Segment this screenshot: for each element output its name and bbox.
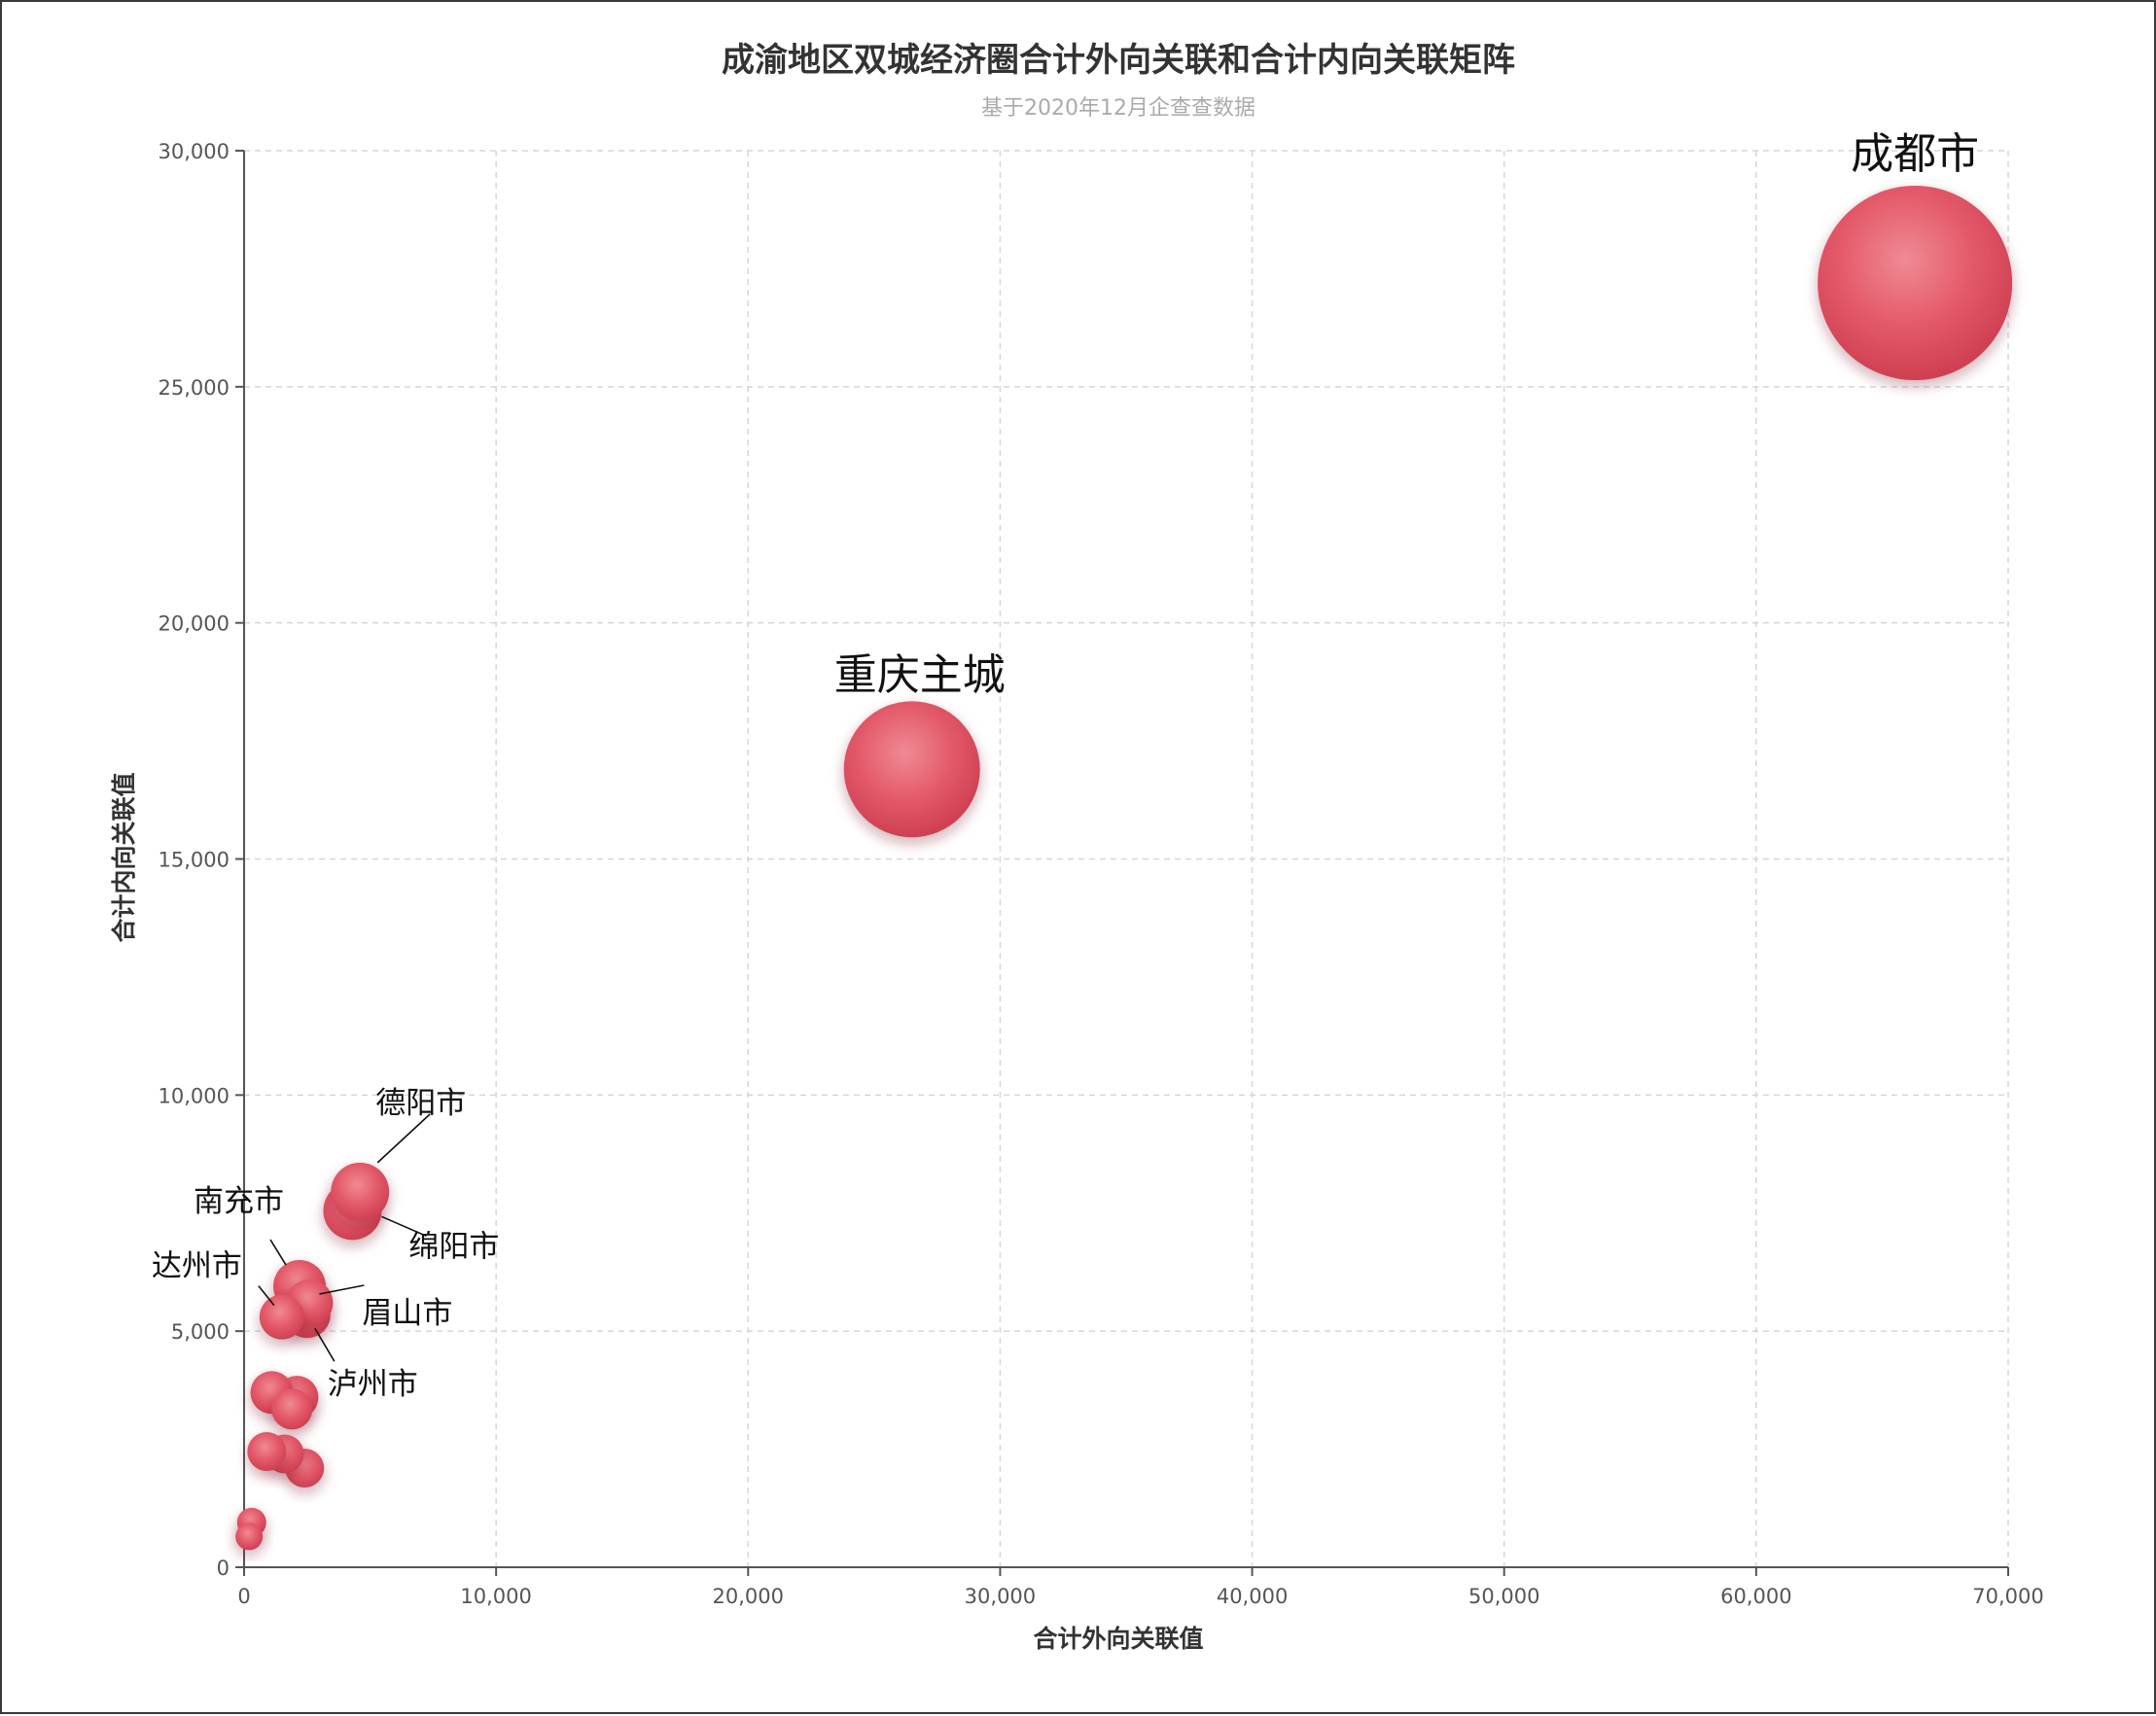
tick-labels: 0 10,000 20,000 30,000 40,000 50,000 60,000 70,…: [159, 140, 2044, 1608]
x-tick-label: 40,000: [1217, 1585, 1288, 1608]
x-tick-label: 50,000: [1468, 1585, 1539, 1608]
x-tick-label: 0: [237, 1585, 250, 1608]
label-leader-line: [381, 1215, 427, 1238]
y-tick-label: 30,000: [159, 140, 230, 163]
bubble-label: 德阳市: [375, 1086, 466, 1121]
bubble-label: 泸州市: [328, 1367, 418, 1402]
y-tick-label: 10,000: [159, 1084, 230, 1107]
label-leader-line: [258, 1285, 275, 1307]
bubble-label: 重庆主城: [834, 650, 1006, 700]
bubble-label: 成都市: [1851, 129, 1979, 179]
bubble-point: [247, 1432, 287, 1472]
bubble-label: 绵阳市: [408, 1229, 499, 1264]
x-tick-label: 30,000: [965, 1585, 1036, 1608]
y-tick-label: 0: [217, 1557, 230, 1580]
bubble-point: [259, 1294, 304, 1340]
y-tick-label: 15,000: [159, 849, 230, 872]
x-axis-label: 合计外向关联值: [1033, 1625, 1203, 1653]
y-tick-label: 20,000: [159, 613, 230, 636]
label-leader-line: [319, 1284, 365, 1295]
x-tick-label: 20,000: [713, 1585, 784, 1608]
grid: [244, 150, 2009, 1567]
bubble-point: [331, 1162, 390, 1221]
label-leader-line: [269, 1239, 287, 1266]
bubble-point: [843, 701, 980, 838]
bubble-point: [271, 1388, 313, 1430]
y-tick-label: 25,000: [159, 376, 230, 400]
x-tick-label: 60,000: [1720, 1585, 1791, 1608]
label-leader-line: [376, 1113, 431, 1164]
bubble-label: 达州市: [152, 1249, 242, 1284]
chart-subtitle: 基于2020年12月企查查数据: [981, 96, 1255, 121]
axes: [235, 150, 2009, 1576]
bubble-label: 南充市: [194, 1184, 284, 1219]
x-tick-label: 70,000: [1972, 1585, 2043, 1608]
y-axis-label: 合计内向关联值: [110, 772, 138, 942]
chart-title: 成渝地区双城经济圈合计外向关联和合计内向关联矩阵: [722, 41, 1515, 80]
bubble-point: [1818, 185, 2013, 380]
x-tick-label: 10,000: [460, 1585, 531, 1608]
bubble-point: [235, 1523, 264, 1551]
label-leader-line: [314, 1327, 336, 1362]
y-tick-label: 5,000: [171, 1320, 230, 1344]
bubbles: [235, 185, 2013, 1551]
bubble-label: 眉山市: [362, 1296, 452, 1331]
